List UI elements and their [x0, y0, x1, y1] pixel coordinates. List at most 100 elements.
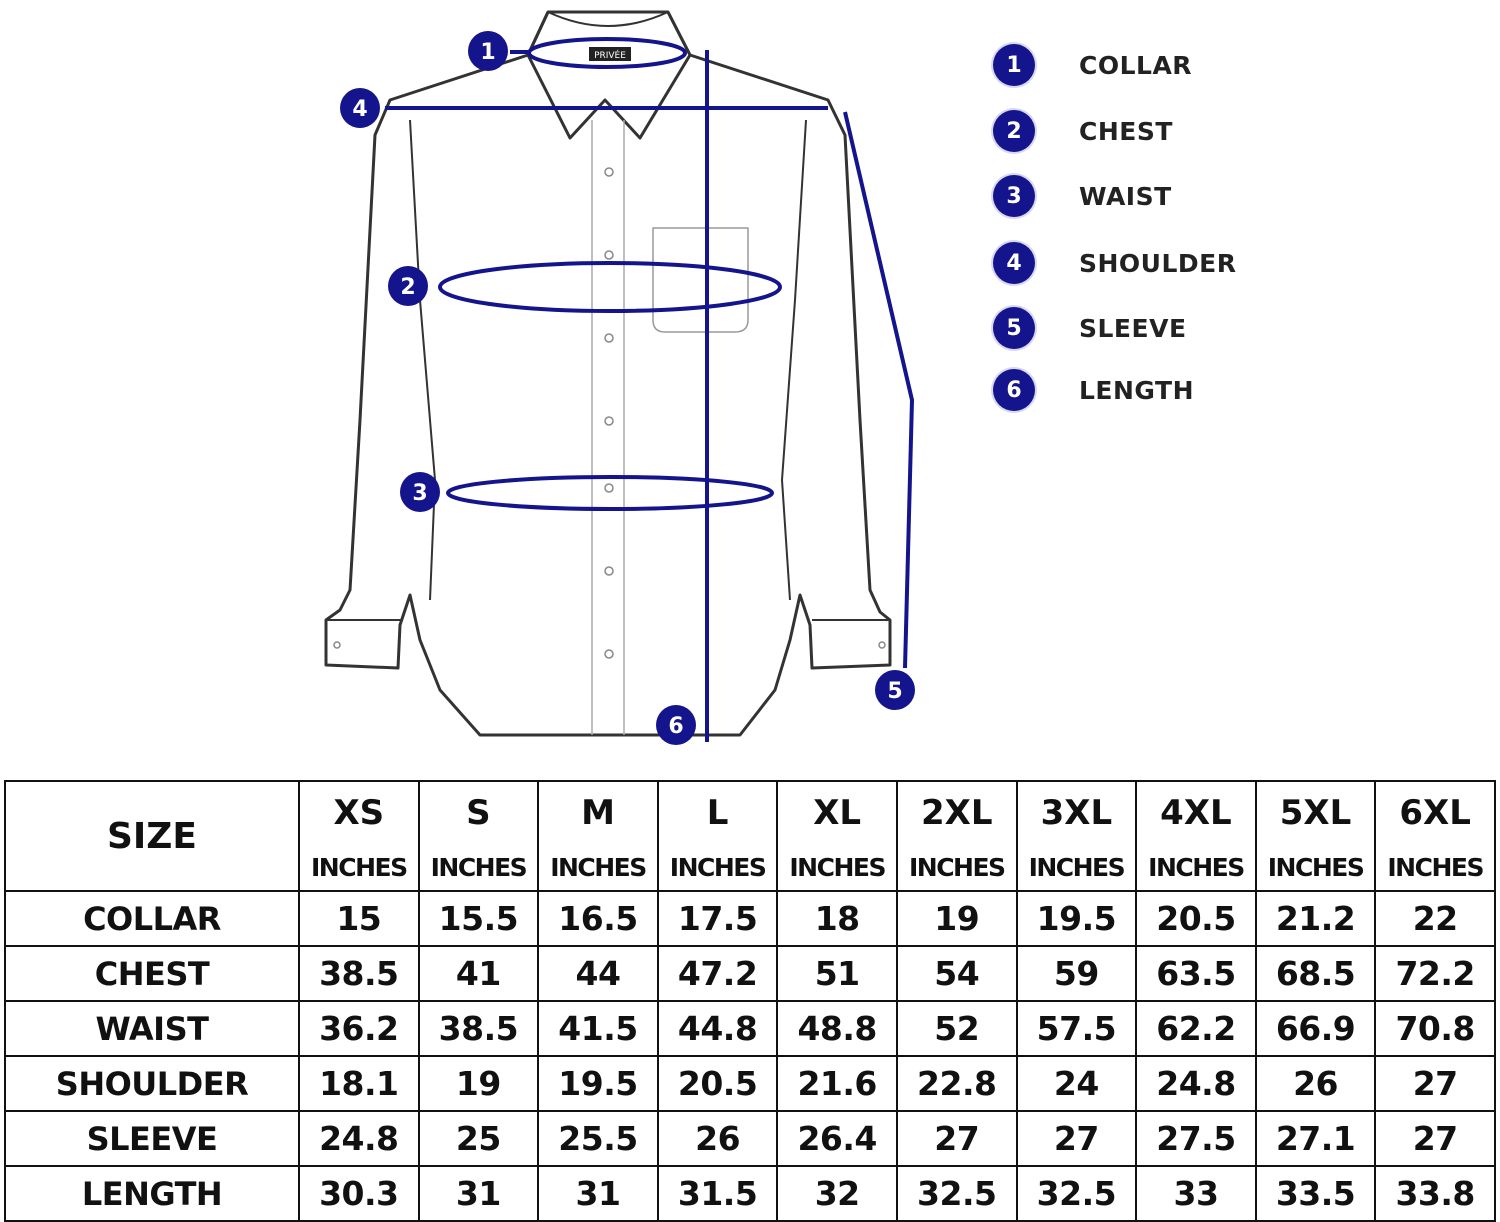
row-label: WAIST	[4, 1000, 300, 1057]
legend-item-collar: 1 COLLAR	[993, 42, 1293, 88]
unit-label: INCHES	[1254, 844, 1377, 892]
table-cell: 62.2	[1135, 1000, 1257, 1057]
table-cell: 21.2	[1254, 890, 1377, 947]
table-cell: 25	[417, 1110, 540, 1167]
row-label: SHOULDER	[4, 1055, 300, 1112]
svg-text:3: 3	[412, 481, 427, 506]
legend-label: SHOULDER	[1079, 248, 1237, 278]
shirt-outline	[324, 10, 892, 737]
table-cell: 20.5	[1135, 890, 1257, 947]
diagram-badges: 1 4 2 3 5 6	[340, 31, 915, 745]
table-cell: 33.8	[1374, 1165, 1496, 1222]
size-header-row: SIZE XS S M L XL 2XL 3XL 4XL 5XL 6XL	[4, 780, 1496, 892]
table-cell: 18.1	[298, 1055, 420, 1112]
table-cell: 26	[1254, 1055, 1377, 1112]
table-cell: 15	[298, 890, 420, 947]
table-cell: 24.8	[298, 1110, 420, 1167]
table-cell: 24	[1015, 1055, 1138, 1112]
brand-tag	[589, 47, 631, 61]
table-cell: 72.2	[1374, 945, 1496, 1002]
row-label: SLEEVE	[4, 1110, 300, 1167]
table-cell: 41	[417, 945, 540, 1002]
table-cell: 26.4	[776, 1110, 898, 1167]
badge-3: 3	[400, 472, 440, 512]
table-cell: 25.5	[537, 1110, 659, 1167]
table-cell: 27.5	[1135, 1110, 1257, 1167]
brand-label: PRIVÉE	[594, 49, 626, 61]
table-cell: 27	[895, 1110, 1018, 1167]
unit-label: INCHES	[417, 844, 540, 892]
table-cell: 54	[895, 945, 1018, 1002]
legend-item-chest: 2 CHEST	[993, 108, 1293, 154]
table-cell: 18	[776, 890, 898, 947]
table-cell: 19	[895, 890, 1018, 947]
legend-label: SLEEVE	[1079, 313, 1187, 343]
size-header-xl: XL	[776, 780, 898, 844]
size-header-m: M	[537, 780, 659, 844]
table-cell: 66.9	[1254, 1000, 1377, 1057]
size-header-l: L	[656, 780, 779, 844]
svg-text:6: 6	[668, 714, 683, 739]
table-cell: 31.5	[656, 1165, 779, 1222]
table-cell: 27	[1015, 1110, 1138, 1167]
table-cell: 20.5	[656, 1055, 779, 1112]
table-cell: 22.8	[895, 1055, 1018, 1112]
unit-label: INCHES	[1374, 844, 1496, 892]
waist-measure	[446, 475, 774, 511]
size-header-s: S	[417, 780, 540, 844]
chest-measure	[438, 261, 782, 313]
table-cell: 32.5	[895, 1165, 1018, 1222]
table-cell: 36.2	[298, 1000, 420, 1057]
svg-text:4: 4	[352, 97, 367, 122]
badge-4: 4	[340, 88, 380, 128]
unit-label: INCHES	[298, 844, 420, 892]
number-badge: 6	[993, 369, 1035, 411]
table-row-waist: WAIST 36.2 38.5 41.5 44.8 48.8 52 57.5 62.2 66.9 7…	[4, 1000, 1496, 1057]
table-cell: 17.5	[656, 890, 779, 947]
table-cell: 52	[895, 1000, 1018, 1057]
table-cell: 15.5	[417, 890, 540, 947]
number-badge: 5	[993, 307, 1035, 349]
number-badge: 1	[993, 44, 1035, 86]
row-label: LENGTH	[4, 1165, 300, 1222]
table-row-collar: COLLAR 15 15.5 16.5 17.5 18 19 19.5 20.5 21.2 22	[4, 890, 1496, 947]
table-cell: 51	[776, 945, 898, 1002]
collar-measure	[527, 37, 687, 69]
badge-1: 1	[468, 31, 508, 71]
table-row-shoulder: SHOULDER 18.1 19 19.5 20.5 21.6 22.8 24 24.8 26 27	[4, 1055, 1496, 1112]
table-cell: 47.2	[656, 945, 779, 1002]
table-cell: 59	[1015, 945, 1138, 1002]
table-cell: 16.5	[537, 890, 659, 947]
unit-header-row: INCHES INCHES INCHES INCHES INCHES INCHES INCH…	[5, 844, 1496, 892]
unit-label: INCHES	[1135, 844, 1257, 892]
number-badge: 3	[993, 175, 1035, 217]
table-cell: 31	[537, 1165, 659, 1222]
size-header-4xl: 4XL	[1135, 780, 1257, 844]
table-cell: 38.5	[417, 1000, 540, 1057]
size-corner-header: SIZE	[4, 780, 300, 892]
badge-2: 2	[388, 266, 428, 306]
size-header-3xl: 3XL	[1015, 780, 1138, 844]
table-cell: 63.5	[1135, 945, 1257, 1002]
table-cell: 19.5	[1015, 890, 1138, 947]
shirt-measurement-diagram: PRIVÉE 1 4 2 3 5 6	[324, 10, 915, 745]
table-cell: 31	[417, 1165, 540, 1222]
row-label: COLLAR	[4, 890, 300, 947]
table-row-chest: CHEST 38.5 41 44 47.2 51 54 59 63.5 68.5 72.2	[4, 945, 1496, 1002]
table-cell: 33.5	[1254, 1165, 1377, 1222]
legend-label: WAIST	[1079, 181, 1172, 211]
size-header-6xl: 6XL	[1374, 780, 1496, 844]
sleeve-measure	[843, 111, 915, 669]
legend-item-waist: 3 WAIST	[993, 173, 1293, 219]
table-cell: 41.5	[537, 1000, 659, 1057]
table-cell: 44	[537, 945, 659, 1002]
legend-item-length: 6 LENGTH	[993, 367, 1293, 413]
size-header-5xl: 5XL	[1254, 780, 1377, 844]
table-row-sleeve: SLEEVE 24.8 25 25.5 26 26.4 27 27 27.5 27.1 27	[4, 1110, 1496, 1167]
table-cell: 19.5	[537, 1055, 659, 1112]
table-cell: 21.6	[776, 1055, 898, 1112]
table-cell: 22	[1374, 890, 1496, 947]
table-cell: 70.8	[1374, 1000, 1496, 1057]
table-cell: 27	[1374, 1110, 1496, 1167]
number-badge: 4	[993, 242, 1035, 284]
